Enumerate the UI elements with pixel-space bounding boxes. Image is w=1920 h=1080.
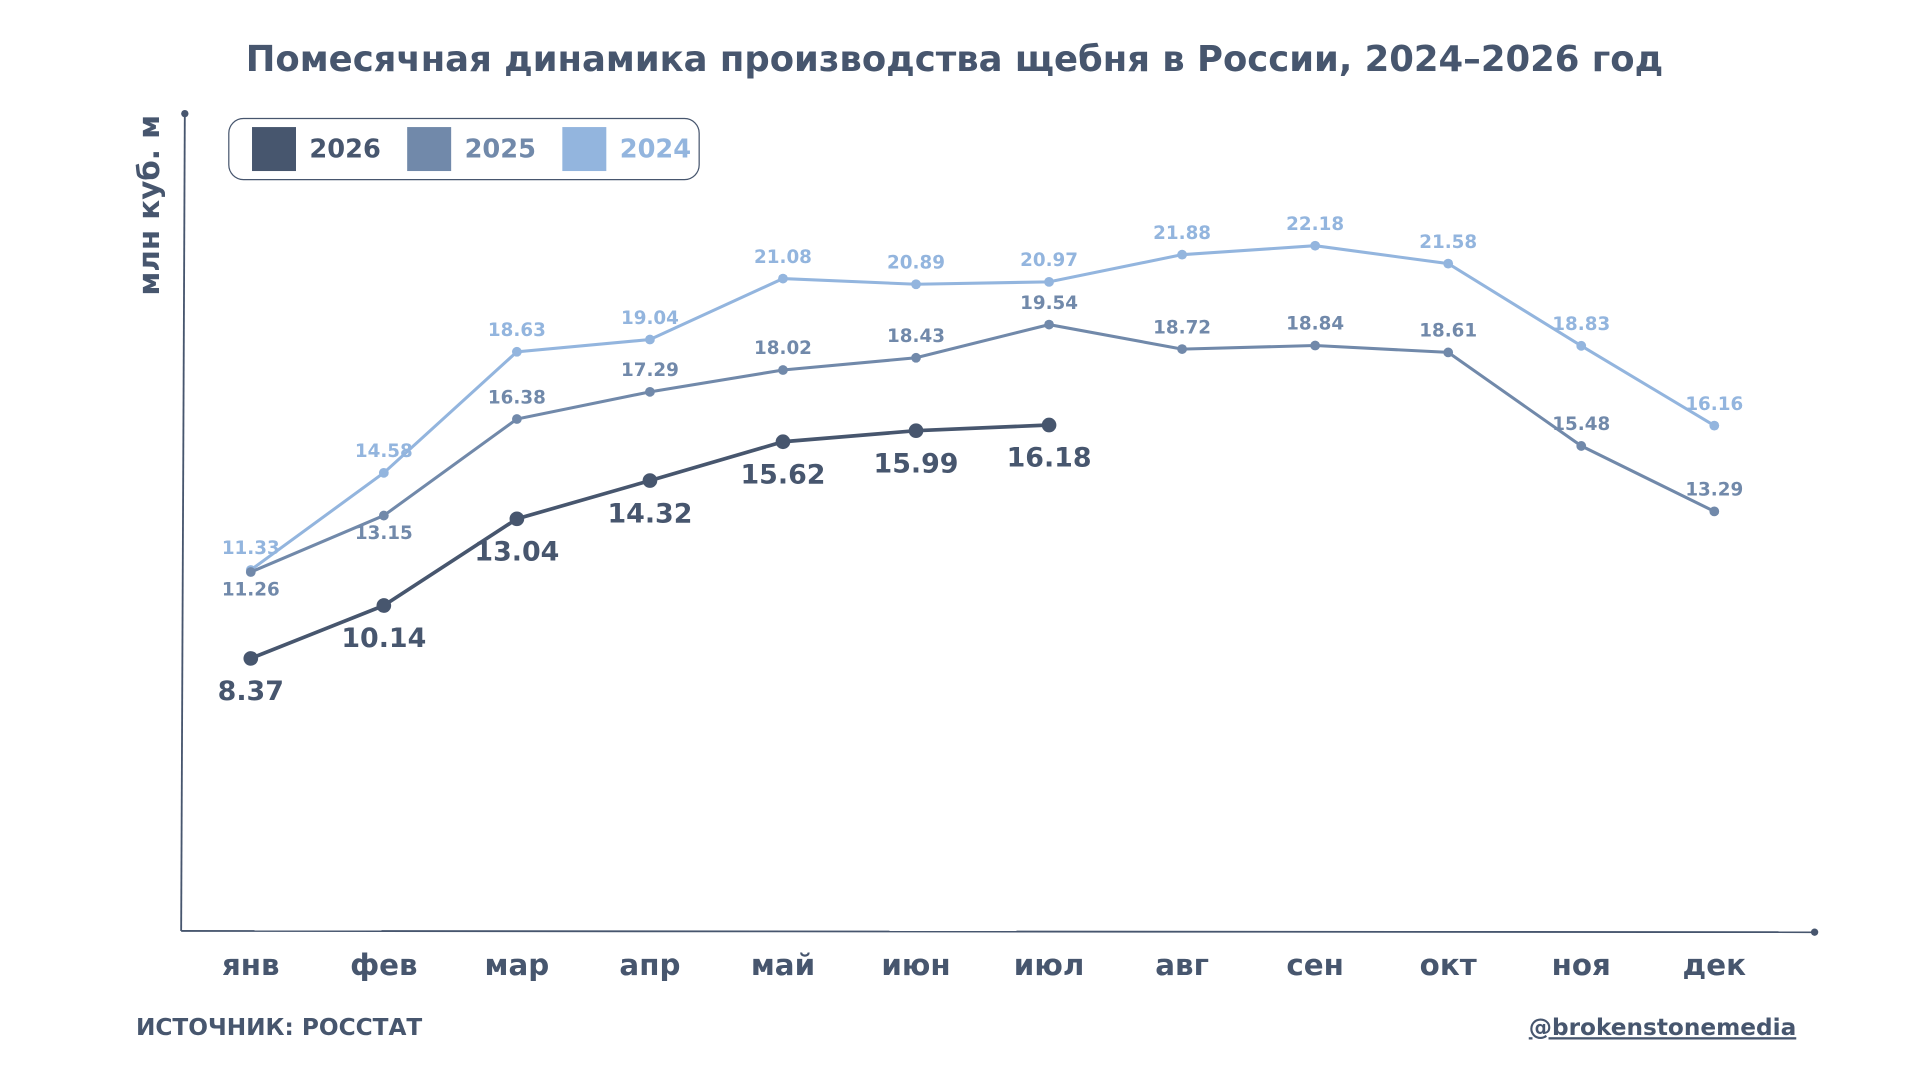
legend-label: 2025 xyxy=(465,134,536,164)
data-label: 19.04 xyxy=(621,308,679,329)
axis-end xyxy=(181,109,189,118)
x-axis xyxy=(181,930,1815,934)
data-point xyxy=(1177,249,1187,260)
data-label: 11.33 xyxy=(222,538,280,559)
x-tick-label: апр xyxy=(619,948,680,982)
data-label: 18.43 xyxy=(887,326,945,347)
data-point xyxy=(1044,276,1054,287)
data-label: 20.97 xyxy=(1020,250,1078,271)
x-tick-label: дек xyxy=(1683,948,1747,982)
source: ИСТОЧНИК: РОССТАТ xyxy=(136,1014,422,1041)
data-point xyxy=(911,279,921,290)
data-label: 17.29 xyxy=(621,360,679,381)
data-label: 13.15 xyxy=(355,523,413,544)
credit[interactable]: @brokenstonemedia xyxy=(1529,1014,1797,1041)
x-tick-label: фев xyxy=(350,948,418,982)
data-label: 15.99 xyxy=(874,448,959,479)
data-point xyxy=(509,511,525,527)
data-label: 16.16 xyxy=(1685,394,1743,415)
data-point xyxy=(778,365,788,375)
data-label: 14.32 xyxy=(607,498,692,529)
x-tick-label: окт xyxy=(1420,948,1477,982)
data-label: 14.58 xyxy=(355,441,413,462)
data-label: 11.26 xyxy=(222,579,280,600)
data-point xyxy=(1041,417,1057,433)
data-point xyxy=(1177,344,1187,354)
series-line xyxy=(250,323,1715,574)
data-point xyxy=(378,510,389,521)
data-label: 18.84 xyxy=(1286,314,1344,335)
y-axis-label: млн куб. м xyxy=(132,115,166,296)
data-point xyxy=(245,567,256,577)
data-label: 10.14 xyxy=(341,623,426,654)
data-point xyxy=(378,467,389,478)
data-point xyxy=(1443,347,1454,358)
data-label: 18.72 xyxy=(1153,317,1211,338)
data-label: 13.04 xyxy=(474,537,559,568)
legend-swatch xyxy=(562,127,607,172)
data-label: 19.54 xyxy=(1020,293,1078,314)
data-point xyxy=(1044,319,1054,330)
axis-end xyxy=(1810,928,1819,936)
data-label: 21.88 xyxy=(1153,223,1211,244)
data-point xyxy=(1576,441,1587,451)
x-tick-label: июл xyxy=(1014,948,1085,982)
x-tick-label: янв xyxy=(222,948,280,982)
data-point xyxy=(376,598,392,613)
y-axis xyxy=(180,113,186,931)
data-point xyxy=(775,434,791,450)
data-label: 13.29 xyxy=(1685,480,1743,501)
data-point xyxy=(1576,340,1587,351)
data-point xyxy=(778,273,788,284)
data-point xyxy=(1443,258,1454,269)
data-label: 18.63 xyxy=(488,320,546,341)
data-label: 15.48 xyxy=(1552,414,1610,435)
data-point xyxy=(511,414,522,424)
data-point xyxy=(1310,340,1321,351)
data-point xyxy=(511,346,522,357)
legend-label: 2024 xyxy=(620,134,691,164)
x-tick-label: мар xyxy=(485,948,550,982)
data-label: 16.38 xyxy=(488,387,546,408)
data-point xyxy=(1709,420,1720,431)
chart-title: Помесячная динамика производства щебня в… xyxy=(246,39,1663,80)
data-label: 18.83 xyxy=(1552,314,1610,335)
data-point xyxy=(1709,506,1720,517)
legend-label: 2026 xyxy=(309,134,380,164)
data-label: 18.61 xyxy=(1419,321,1477,342)
data-point xyxy=(908,423,924,439)
x-tick-label: авг xyxy=(1155,948,1209,982)
x-tick-label: июн xyxy=(881,948,950,982)
data-point xyxy=(911,352,921,363)
legend-swatch xyxy=(407,127,452,172)
series-line xyxy=(249,244,1716,572)
x-tick-label: сен xyxy=(1286,948,1344,982)
data-point xyxy=(243,651,259,666)
data-label: 15.62 xyxy=(740,459,825,490)
legend-swatch xyxy=(252,127,296,172)
data-point xyxy=(645,386,655,397)
x-tick-label: ноя xyxy=(1552,948,1611,982)
data-label: 20.89 xyxy=(887,252,945,273)
data-label: 16.18 xyxy=(1007,443,1092,474)
data-point xyxy=(1310,240,1321,251)
data-label: 22.18 xyxy=(1286,214,1344,235)
data-label: 21.58 xyxy=(1419,232,1477,253)
data-label: 18.02 xyxy=(754,338,812,359)
data-point xyxy=(642,473,658,488)
data-label: 21.08 xyxy=(754,247,812,268)
data-point xyxy=(645,334,655,345)
x-tick-label: май xyxy=(751,948,815,982)
data-label: 8.37 xyxy=(218,676,284,707)
